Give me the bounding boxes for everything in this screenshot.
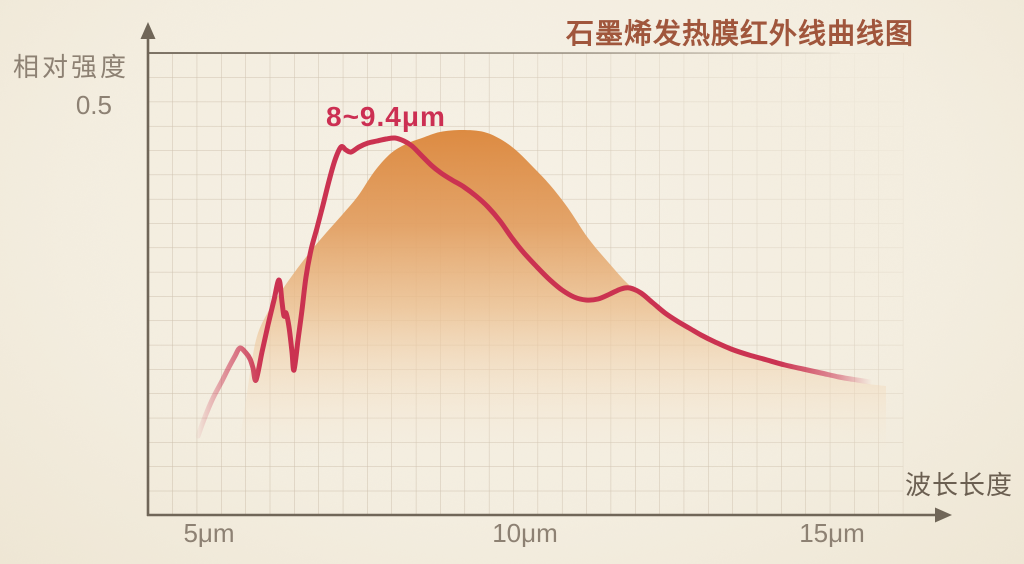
chart-title: 石墨烯发热膜红外线曲线图 <box>566 18 915 49</box>
x-tick-10um: 10μm <box>492 518 558 548</box>
y-axis-arrow-icon <box>140 22 156 39</box>
x-axis-label: 波长长度 <box>905 470 1014 500</box>
peak-band-annotation: 8~9.4μm <box>326 101 446 132</box>
y-tick-05: 0.5 <box>75 90 112 120</box>
x-axis-arrow-icon <box>935 507 952 523</box>
x-tick-5um: 5μm <box>183 518 235 548</box>
x-tick-15um: 15μm <box>799 518 865 548</box>
y-axis-label: 相对强度 <box>13 52 130 82</box>
